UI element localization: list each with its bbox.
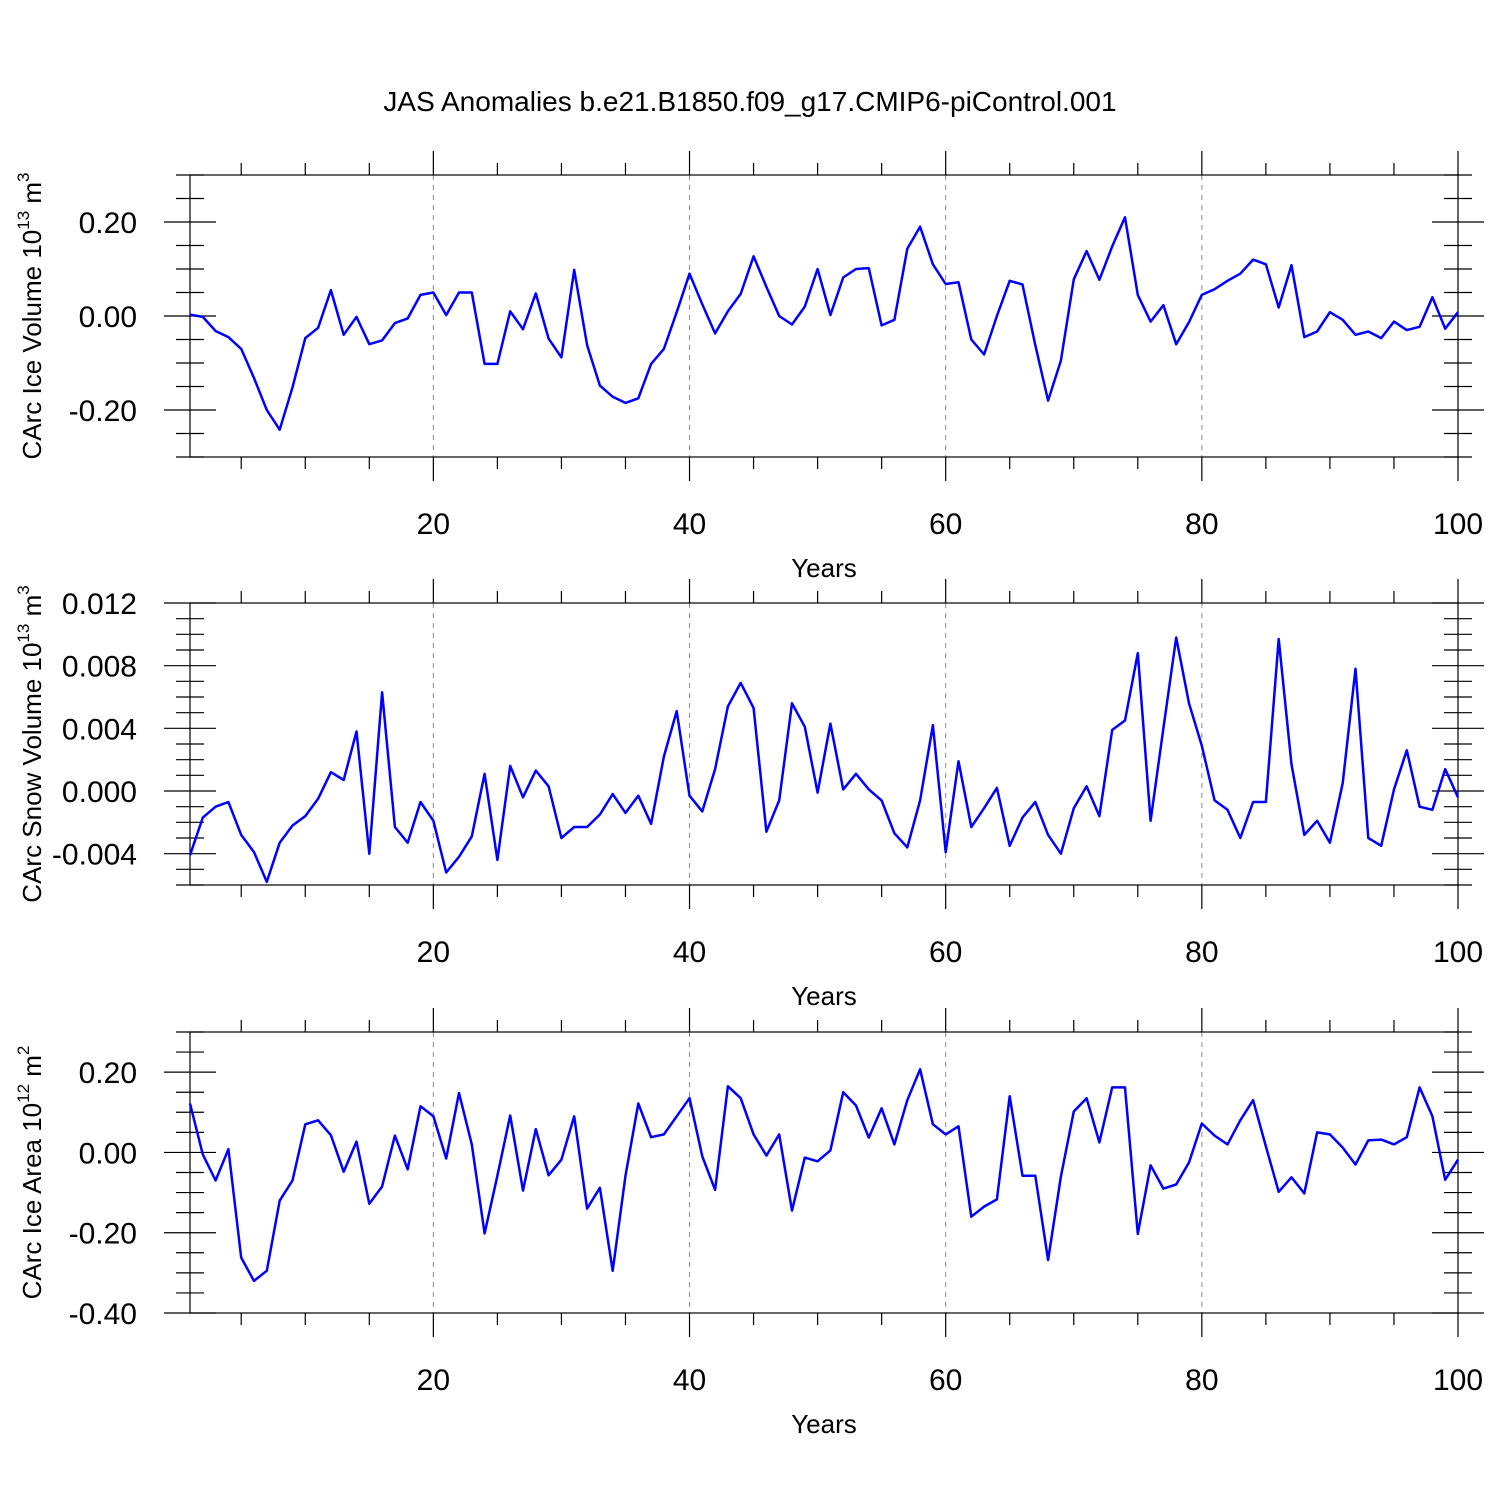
x-tick-label: 60: [929, 936, 962, 969]
y-tick-label: -0.20: [69, 1218, 137, 1251]
y-axis-label-part: m: [17, 595, 47, 624]
y-tick-label: 0.20: [79, 207, 137, 240]
plot-frame: [189, 602, 1459, 886]
x-axis-label: Years: [791, 1409, 857, 1439]
y-tick-label: -0.20: [69, 395, 137, 428]
y-axis-label: CArc Ice Area 1012 m2: [14, 1046, 47, 1300]
y-tick-label: 0.00: [79, 1137, 137, 1170]
y-axis-label: CArc Ice Volume 1013 m3: [14, 172, 47, 459]
x-tick-label: 80: [1185, 508, 1218, 541]
chart-panel-2: 20 40 60 80 100 -0.004 0.000 0.004 0.008 0.012 Yea…: [14, 579, 1484, 1011]
y-axis-label-superscript: 13: [14, 624, 33, 643]
x-tick-label: 100: [1433, 1364, 1483, 1397]
y-tick-label: 0.004: [62, 713, 137, 746]
y-tick-label: 0.008: [62, 651, 137, 684]
chart-title: JAS Anomalies b.e21.B1850.f09_g17.CMIP6-…: [383, 86, 1116, 117]
y-axis-label-part: m: [17, 1055, 47, 1084]
x-tick-label: 20: [417, 1364, 450, 1397]
y-axis-label-part: m: [17, 182, 47, 211]
x-tick-label: 100: [1433, 508, 1483, 541]
chart-panel-1: 20 40 60 80 100 -0.20 0.00 0.20 Years CArc Ice Vo…: [14, 151, 1484, 583]
y-axis-label-superscript: 12: [14, 1084, 33, 1103]
plot-frame: [189, 1031, 1459, 1314]
y-axis-label-part: CArc Snow Volume 10: [17, 643, 47, 903]
plot-frame: [189, 174, 1459, 458]
y-axis-label-superscript: 3: [14, 585, 33, 594]
y-tick-label: 0.000: [62, 776, 137, 809]
y-axis-label-part: CArc Ice Volume 10: [17, 230, 47, 460]
x-tick-label: 80: [1185, 936, 1218, 969]
y-axis-label: CArc Snow Volume 1013 m3: [14, 585, 47, 902]
y-axis-label-part: CArc Ice Area 10: [17, 1103, 47, 1300]
chart-panel-3: 20 40 60 80 100 -0.40 -0.20 0.00 0.20 Years CArc I…: [14, 1008, 1484, 1439]
y-tick-label: -0.004: [52, 839, 137, 872]
data-series-line: [189, 216, 1459, 431]
y-axis-label-superscript: 13: [14, 211, 33, 230]
x-tick-label: 100: [1433, 936, 1483, 969]
y-tick-label: 0.20: [79, 1057, 137, 1090]
x-tick-label: 60: [929, 1364, 962, 1397]
x-tick-label: 80: [1185, 1364, 1218, 1397]
data-series-line: [188, 636, 1460, 884]
x-tick-label: 60: [929, 508, 962, 541]
x-tick-label: 40: [673, 936, 706, 969]
x-tick-label: 20: [417, 508, 450, 541]
x-axis-label: Years: [791, 553, 857, 583]
x-tick-label: 40: [673, 508, 706, 541]
y-tick-label: 0.012: [62, 588, 137, 621]
x-tick-label: 20: [417, 936, 450, 969]
x-tick-label: 40: [673, 1364, 706, 1397]
y-axis-label-superscript: 2: [14, 1046, 33, 1055]
y-axis-label-superscript: 3: [14, 172, 33, 181]
y-tick-label: -0.40: [69, 1298, 137, 1331]
y-tick-label: 0.00: [79, 301, 137, 334]
data-series-line: [188, 1068, 1460, 1283]
x-axis-label: Years: [791, 981, 857, 1011]
